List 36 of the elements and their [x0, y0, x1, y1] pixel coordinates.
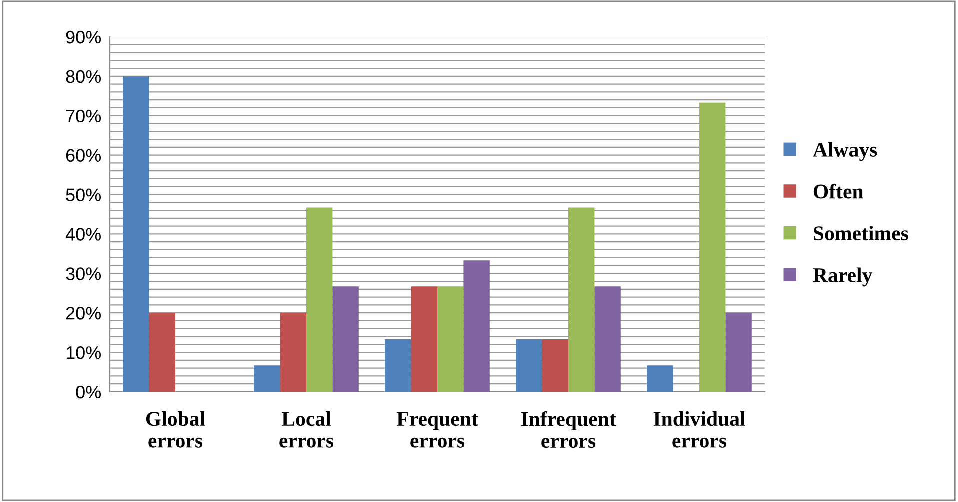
y-tick-label: 10%	[66, 346, 102, 360]
y-tick-label: 60%	[66, 149, 102, 162]
bar	[280, 313, 306, 392]
legend-label: Often	[814, 184, 864, 199]
x-tick-label: Infrequent errors	[521, 411, 616, 448]
bar	[700, 102, 726, 392]
bar	[385, 340, 412, 392]
bar	[411, 286, 438, 392]
bar	[594, 286, 621, 392]
x-tick-label: Individual errors	[654, 411, 746, 448]
bar	[254, 366, 280, 392]
y-tick-label: 20%	[66, 307, 102, 320]
bar	[123, 76, 150, 392]
y-tick-label: 0%	[76, 386, 102, 399]
bar	[542, 340, 568, 392]
y-tick-label: 40%	[66, 228, 102, 241]
y-tick-label: 70%	[66, 110, 102, 123]
bar	[438, 286, 464, 392]
x-tick-label: Local errors	[280, 411, 334, 448]
y-tick-label: 30%	[66, 268, 102, 280]
bar	[516, 340, 542, 392]
x-tick-label: Frequent errors	[396, 412, 478, 448]
bar	[464, 260, 490, 392]
legend-label: Always	[813, 142, 878, 162]
bar	[568, 208, 595, 392]
x-tick-label: Global errors	[146, 411, 206, 448]
legend-label: Rarely	[813, 268, 873, 287]
y-tick-label: 90%	[66, 30, 102, 44]
bar	[332, 286, 359, 392]
bar	[726, 313, 752, 392]
legend-label: Sometimes	[814, 226, 908, 241]
y-tick-label: 50%	[66, 188, 102, 202]
y-tick-label: 80%	[66, 70, 102, 84]
bar	[306, 208, 333, 392]
bar	[149, 313, 176, 392]
bar	[647, 366, 674, 392]
